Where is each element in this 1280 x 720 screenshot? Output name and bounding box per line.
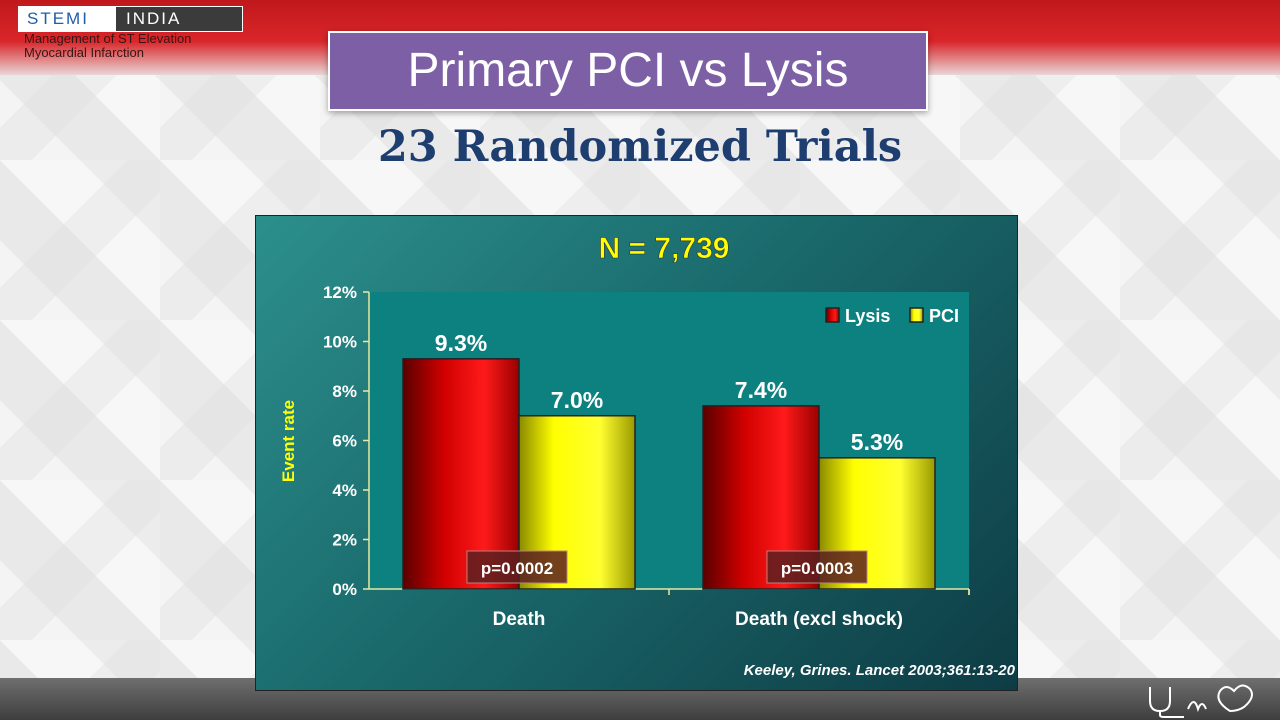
data-label: 5.3% bbox=[851, 429, 903, 455]
y-tick-label: 2% bbox=[332, 531, 357, 550]
logo-tagline-line2: Myocardial Infarction bbox=[24, 45, 144, 60]
pvalue-box bbox=[766, 550, 868, 584]
pvalue-label: p=0.0003 bbox=[781, 559, 853, 578]
y-tick-label: 10% bbox=[323, 333, 357, 352]
stethoscope-heart-icon bbox=[1149, 684, 1253, 718]
category-label: Death (excl shock) bbox=[735, 609, 903, 630]
logo-india-text: INDIA bbox=[116, 7, 242, 31]
y-tick-label: 0% bbox=[332, 580, 357, 599]
slide-title: Primary PCI vs Lysis bbox=[328, 31, 928, 111]
slide-subtitle: 23 Randomized Trials bbox=[377, 122, 903, 172]
logo-box: STEMI INDIA bbox=[18, 6, 243, 32]
data-label: 7.0% bbox=[551, 387, 603, 413]
y-axis-label: Event rate bbox=[279, 400, 298, 482]
chart-title: N = 7,739 bbox=[599, 232, 730, 265]
data-label: 9.3% bbox=[435, 330, 487, 356]
legend-label: PCI bbox=[929, 306, 959, 326]
stemi-india-logo: STEMI INDIA Management of ST Elevation M… bbox=[18, 6, 243, 60]
y-tick-label: 12% bbox=[323, 283, 357, 302]
y-tick-label: 6% bbox=[332, 432, 357, 451]
data-label: 7.4% bbox=[735, 377, 787, 403]
pvalue-box bbox=[466, 550, 568, 584]
legend-swatch-lysis bbox=[825, 307, 840, 323]
legend-label: Lysis bbox=[845, 306, 890, 326]
citation: Keeley, Grines. Lancet 2003;361:13-20 bbox=[744, 662, 1016, 679]
y-tick-label: 4% bbox=[332, 481, 357, 500]
pvalue-label: p=0.0002 bbox=[481, 559, 553, 578]
bar-chart: N = 7,739 0% 2% 4% 6% 8% 10% 12% 9.3% 7.0% p=0.00… bbox=[279, 232, 1016, 679]
chart-panel: N = 7,739 0% 2% 4% 6% 8% 10% 12% 9.3% 7.0% p=0.00… bbox=[255, 215, 1018, 691]
logo-stemi-text: STEMI bbox=[19, 7, 116, 31]
category-label: Death bbox=[493, 609, 546, 630]
legend-swatch-pci bbox=[909, 307, 924, 323]
logo-tagline-line1: Management of ST Elevation bbox=[24, 31, 192, 46]
y-tick-label: 8% bbox=[332, 382, 357, 401]
